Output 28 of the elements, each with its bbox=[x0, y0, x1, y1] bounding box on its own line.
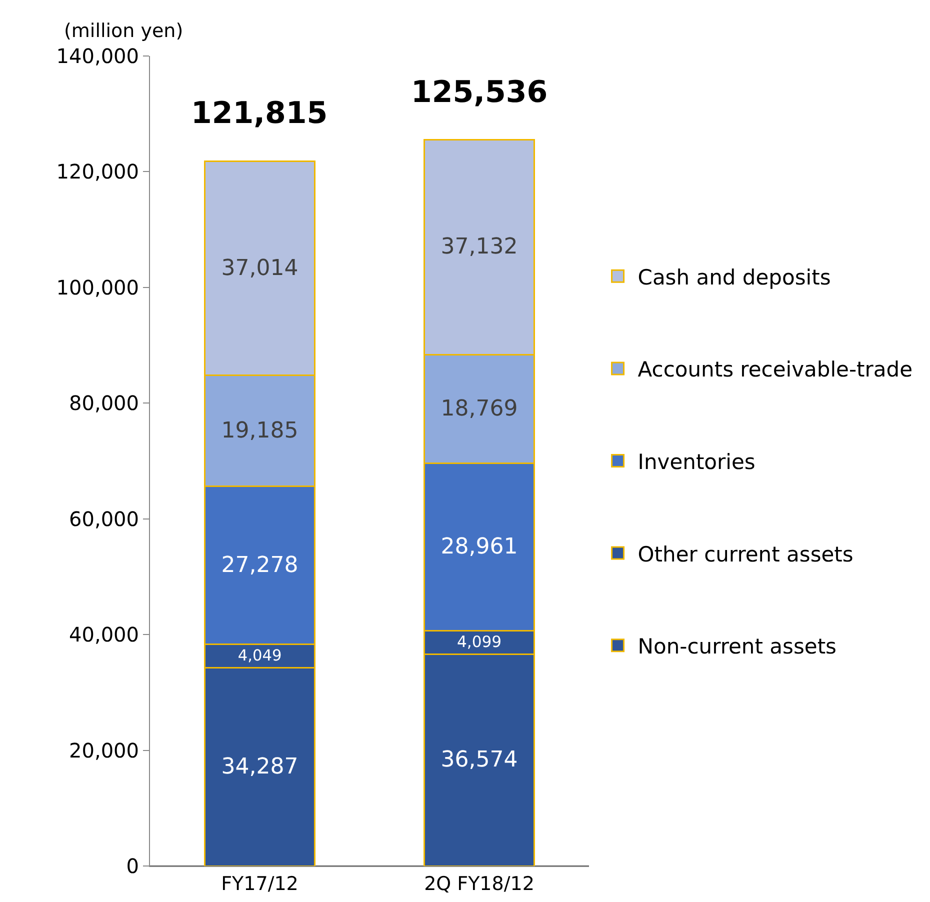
legend-label: Other current assets bbox=[638, 542, 854, 566]
data-label: 4,099 bbox=[456, 633, 502, 652]
data-label: 37,014 bbox=[221, 256, 298, 281]
data-label: 19,185 bbox=[221, 418, 298, 444]
legend-label: Inventories bbox=[638, 450, 756, 474]
x-tick-label: 2Q FY18/12 bbox=[424, 872, 534, 895]
x-tick-label: FY17/12 bbox=[221, 872, 298, 895]
data-label: 4,049 bbox=[238, 646, 282, 664]
y-tick-label: 140,000 bbox=[56, 44, 139, 68]
total-label: 125,536 bbox=[411, 75, 548, 110]
y-tick-label: 60,000 bbox=[69, 506, 139, 531]
legend-label: Cash and deposits bbox=[638, 265, 831, 290]
data-label: 37,132 bbox=[440, 234, 518, 260]
y-tick-label: 0 bbox=[126, 854, 139, 878]
data-label: 27,278 bbox=[221, 552, 298, 578]
y-tick-label: 20,000 bbox=[69, 738, 139, 762]
total-label: 121,815 bbox=[191, 96, 328, 131]
data-label: 28,961 bbox=[440, 534, 518, 560]
legend-label: Non-current assets bbox=[638, 634, 837, 659]
y-tick-label: 80,000 bbox=[69, 391, 139, 416]
data-label: 36,574 bbox=[440, 748, 518, 773]
legend-label: Accounts receivable-trade bbox=[638, 358, 913, 382]
y-tick-label: 100,000 bbox=[56, 275, 139, 300]
y-axis-title: (million yen) bbox=[64, 20, 184, 42]
data-label: 18,769 bbox=[440, 396, 518, 422]
data-label: 34,287 bbox=[221, 754, 298, 780]
y-tick-label: 120,000 bbox=[56, 160, 139, 184]
y-tick-label: 40,000 bbox=[69, 622, 139, 647]
